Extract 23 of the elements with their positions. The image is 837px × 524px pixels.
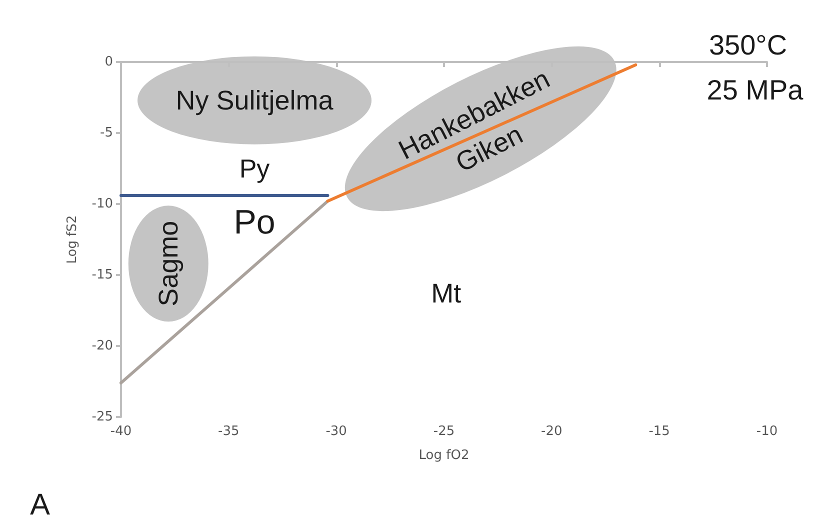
y-tick-label: -15 — [92, 268, 113, 282]
y-tick-label: -25 — [92, 410, 113, 424]
x-tick-label: -10 — [756, 424, 778, 439]
x-tick-label: -25 — [433, 424, 455, 439]
annotation: Py — [239, 154, 270, 184]
annotation: Sagmo — [153, 220, 184, 306]
annotation: Po — [234, 203, 276, 242]
x-tick-label: -30 — [326, 424, 347, 439]
x-axis-title: Log fO2 — [418, 448, 470, 463]
y-tick-label: -5 — [100, 126, 113, 140]
y-tick-label: 0 — [104, 54, 113, 70]
text: 350°C — [708, 30, 788, 60]
annotation: 25 MPa — [706, 74, 804, 106]
y-tick-label: -20 — [92, 338, 113, 354]
x-tick-label: -40 — [110, 424, 132, 439]
x-tick-label: -35 — [218, 424, 240, 439]
annotation: Ny Sulitjelma — [176, 85, 334, 116]
text: A — [30, 488, 50, 522]
annotation: Mt — [431, 278, 462, 308]
x-tick-label: -15 — [648, 424, 670, 439]
y-tick-label: -10 — [92, 196, 113, 212]
y-axis-title: Log fS2 — [65, 215, 80, 264]
x-tick-label: -20 — [541, 424, 562, 439]
